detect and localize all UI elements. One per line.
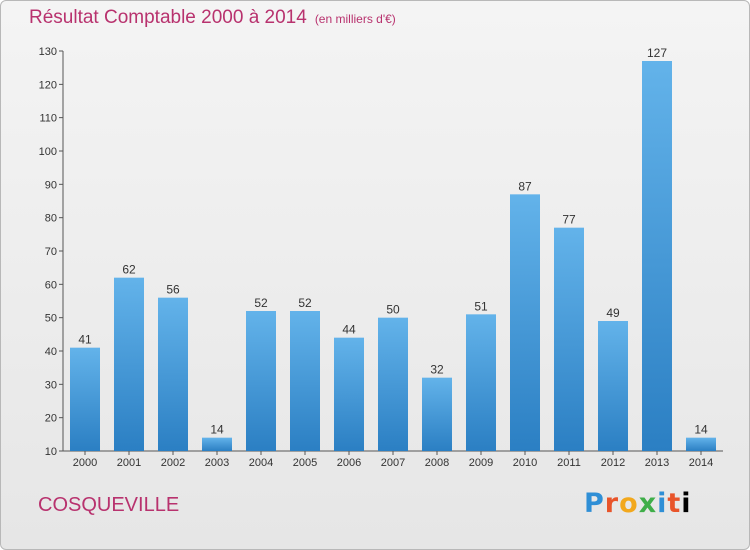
bar: [510, 194, 540, 452]
bar: [466, 314, 496, 451]
y-tick-label: 90: [45, 179, 57, 191]
y-tick-label: 110: [39, 113, 57, 125]
proxiti-logo: Proxiti: [584, 488, 692, 519]
data-label: 50: [386, 303, 400, 317]
data-label: 41: [78, 333, 92, 347]
bar: [686, 437, 716, 451]
x-tick-label: 2001: [117, 457, 141, 469]
bar: [642, 61, 672, 451]
x-tick-label: 2003: [205, 457, 229, 469]
logo-letter: r: [604, 488, 620, 519]
logo-letter: t: [667, 488, 682, 519]
logo-letter: i: [681, 488, 692, 519]
x-tick-label: 2013: [645, 457, 669, 469]
y-tick-label: 130: [39, 46, 57, 58]
x-tick-label: 2002: [161, 457, 185, 469]
bar: [334, 337, 364, 451]
data-label: 44: [342, 323, 356, 337]
chart-labels: 41 2000 62 2001 56 2002 14 2003 52 2004 52 2005 44 20…: [73, 46, 713, 469]
data-label: 77: [562, 213, 576, 227]
y-tick-label: 10: [45, 446, 57, 458]
x-tick-label: 2009: [469, 457, 493, 469]
x-tick-label: 2005: [293, 457, 317, 469]
x-tick-label: 2014: [689, 457, 713, 469]
logo-letter: P: [584, 488, 605, 519]
data-label: 56: [166, 283, 180, 297]
bar: [290, 311, 320, 451]
logo-letter: o: [619, 488, 639, 519]
logo-letter: i: [657, 488, 668, 519]
bar: [378, 317, 408, 451]
chart-bars: [70, 61, 716, 452]
data-label: 52: [254, 296, 268, 310]
y-tick-label: 30: [45, 379, 57, 391]
x-tick-label: 2010: [513, 457, 537, 469]
x-tick-label: 2012: [601, 457, 625, 469]
chart-title: Résultat Comptable 2000 à 2014 (en millie…: [29, 7, 396, 29]
x-tick-label: 2006: [337, 457, 361, 469]
y-tick-label: 20: [45, 413, 57, 425]
data-label: 52: [298, 296, 312, 310]
chart-unit: (en milliers d'€): [314, 12, 396, 26]
data-label: 87: [518, 179, 532, 193]
chart-title-text: Résultat Comptable 2000 à 2014: [29, 7, 307, 28]
x-tick-label: 2011: [557, 457, 581, 469]
y-tick-label: 60: [45, 279, 57, 291]
commune-name: COSQUEVILLE: [38, 494, 180, 516]
y-tick-label: 50: [45, 313, 57, 325]
y-tick-label: 40: [45, 346, 57, 358]
bar: [202, 437, 232, 451]
bar: [246, 311, 276, 451]
x-tick-label: 2004: [249, 457, 273, 469]
y-tick-label: 80: [45, 213, 57, 225]
data-label: 14: [210, 423, 224, 437]
bar: [422, 377, 452, 451]
logo-letter: x: [638, 488, 658, 519]
bar: [554, 227, 584, 451]
data-label: 49: [606, 306, 620, 320]
bar: [70, 347, 100, 451]
bar: [114, 277, 144, 451]
y-tick-label: 120: [39, 79, 57, 91]
data-label: 14: [694, 423, 708, 437]
x-tick-label: 2000: [73, 457, 97, 469]
bar: [598, 321, 628, 451]
bar: [158, 297, 188, 451]
data-label: 62: [122, 263, 136, 277]
data-label: 51: [474, 299, 488, 313]
y-tick-label: 70: [45, 246, 57, 258]
y-tick-label: 100: [39, 146, 57, 158]
x-tick-label: 2007: [381, 457, 405, 469]
data-label: 127: [647, 46, 667, 60]
x-tick-label: 2008: [425, 457, 449, 469]
data-label: 32: [430, 363, 444, 377]
